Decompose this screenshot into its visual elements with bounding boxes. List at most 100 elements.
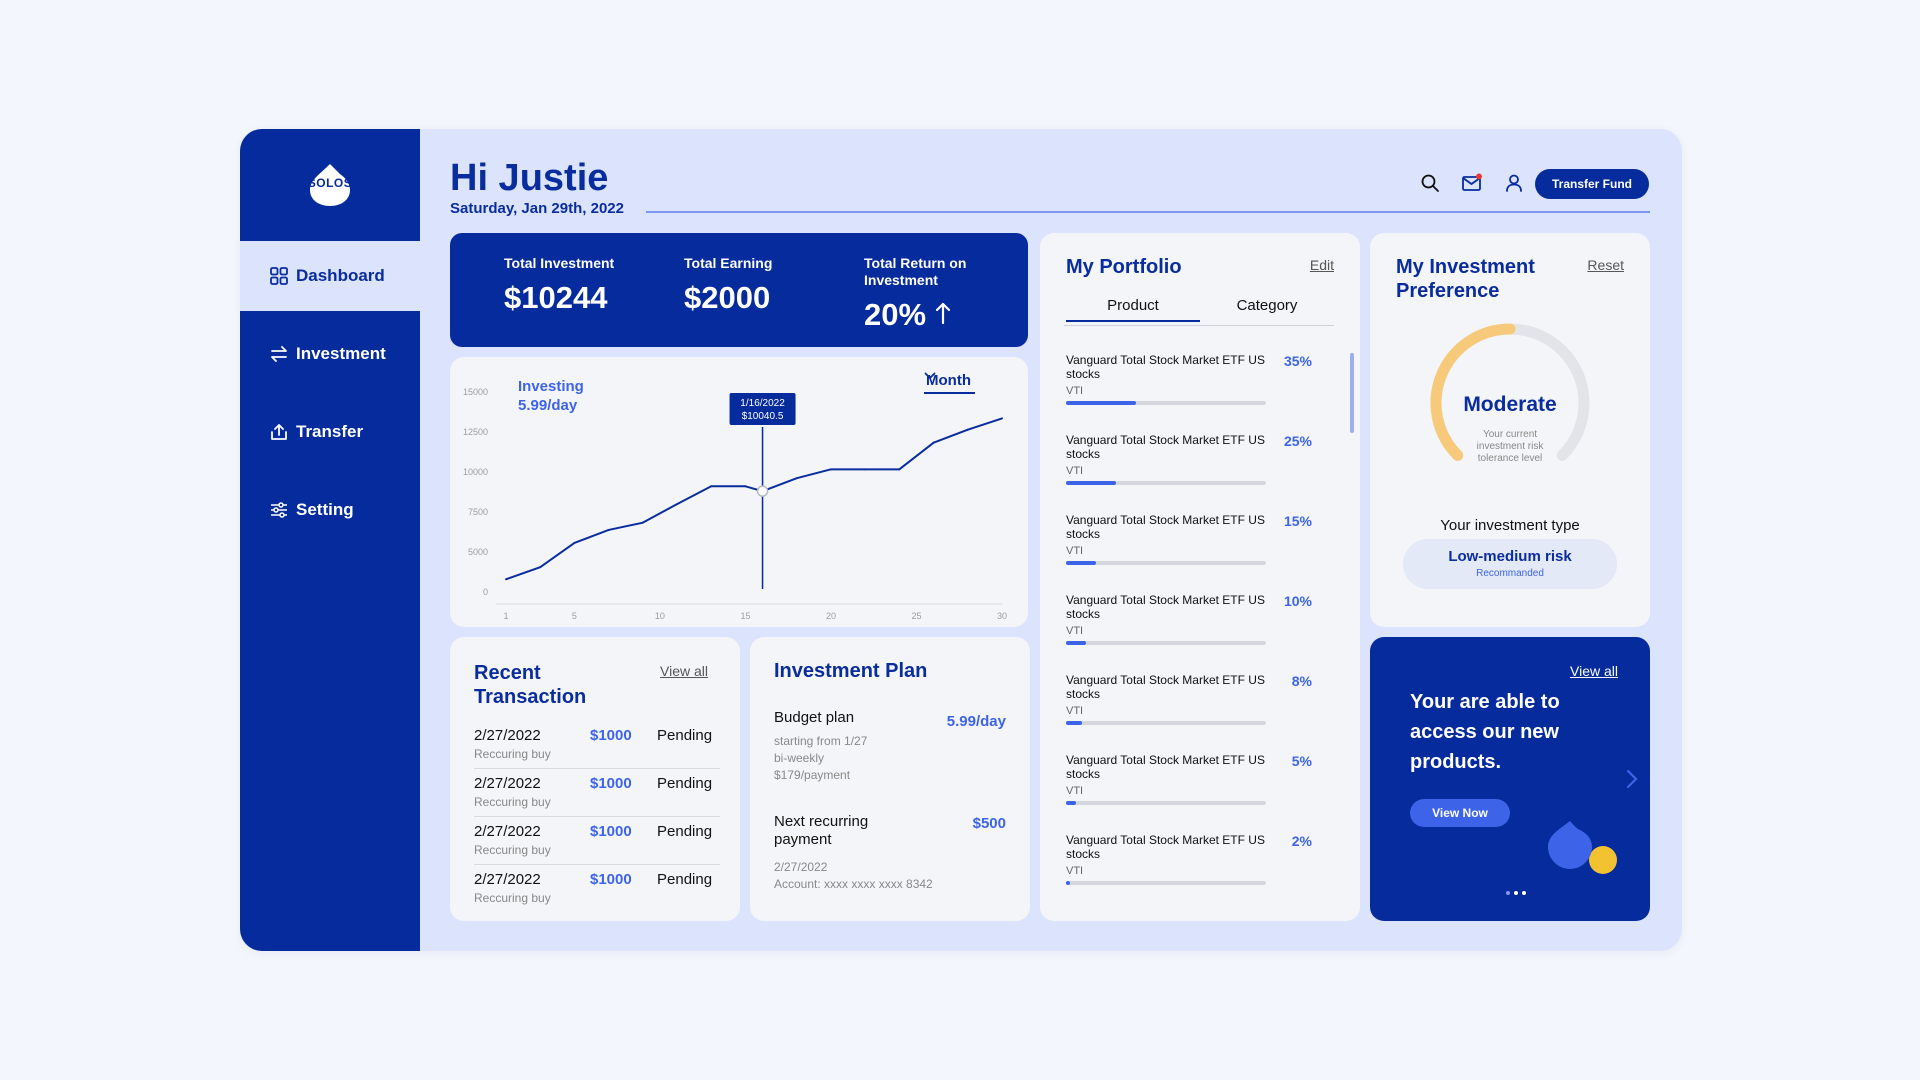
portfolio-item[interactable]: Vanguard Total Stock Market ETF US stock… (1066, 833, 1336, 893)
data-point (795, 477, 798, 480)
investment-plan-card: Investment Plan Budget plan 5.99/day sta… (750, 637, 1030, 921)
swap-arrows-icon (270, 345, 288, 363)
carousel-dots[interactable] (1506, 891, 1526, 895)
sidebar-item-setting[interactable]: Setting (240, 475, 420, 545)
tooltip-value: $10040.5 (742, 411, 784, 422)
tooltip-date: 1/16/2022 (740, 398, 785, 409)
x-tick-label: 20 (826, 611, 836, 621)
portfolio-item-name: Vanguard Total Stock Market ETF US stock… (1066, 513, 1265, 541)
transaction-status: Pending (657, 871, 713, 888)
x-tick-label: 10 (655, 611, 665, 621)
allocation-bar (1066, 881, 1266, 885)
sidebar: SOLOS Dashboard Investment Transfer (240, 129, 420, 951)
investment-type-badge: Low-medium risk Recommanded (1403, 539, 1617, 589)
portfolio-item[interactable]: Vanguard Total Stock Market ETF US stock… (1066, 673, 1336, 733)
series-line (505, 417, 1003, 581)
investment-type-label: Your investment type (1440, 517, 1580, 534)
allocation-bar (1066, 561, 1266, 565)
x-tick-label: 5 (572, 611, 577, 621)
portfolio-item-ticker: VTI (1066, 705, 1084, 717)
data-point (607, 528, 610, 531)
sidebar-item-transfer[interactable]: Transfer (240, 397, 420, 467)
transaction-row[interactable]: 2/27/2022 Reccuring buy $1000 Pending (474, 871, 720, 913)
data-point (539, 566, 542, 569)
investment-preference-card: My Investment Preference Reset Moderate … (1370, 233, 1650, 627)
stat-total-investment: Total Investment $10244 (504, 255, 624, 316)
chevron-right-icon[interactable] (1624, 767, 1640, 791)
x-tick-label: 1 (503, 611, 508, 621)
portfolio-edit-link[interactable]: Edit (1309, 257, 1334, 273)
next-payment-date: 2/27/2022 (774, 860, 828, 874)
portfolio-item-name: Vanguard Total Stock Market ETF US stock… (1066, 673, 1265, 701)
data-point (829, 468, 832, 471)
period-dropdown[interactable]: Month (924, 372, 975, 394)
transfer-fund-button[interactable]: Transfer Fund (1535, 169, 1649, 199)
stat-label: Total Return on Investment (864, 255, 967, 288)
x-tick-label: 30 (997, 611, 1007, 621)
x-tick-label: 15 (740, 611, 750, 621)
mail-icon[interactable] (1460, 171, 1484, 195)
x-tick-label: 25 (911, 611, 921, 621)
gauge-fill (1430, 323, 1516, 461)
tab-category[interactable]: Category (1236, 297, 1298, 314)
portfolio-item[interactable]: Vanguard Total Stock Market ETF US stock… (1066, 753, 1336, 813)
portfolio-item[interactable]: Vanguard Total Stock Market ETF US stock… (1066, 353, 1336, 413)
portfolio-item[interactable]: Vanguard Total Stock Market ETF US stock… (1066, 593, 1336, 653)
y-tick-label: 10000 (463, 467, 488, 477)
period-dropdown-label: Month (926, 372, 971, 389)
portfolio-title: My Portfolio (1066, 256, 1182, 278)
sidebar-item-investment[interactable]: Investment (240, 319, 420, 389)
budget-plan-payment: $179/payment (774, 768, 851, 782)
tab-product[interactable]: Product (1066, 297, 1200, 322)
portfolio-card: My Portfolio Edit Product Category Vangu… (1040, 233, 1360, 921)
logo[interactable]: SOLOS (240, 129, 420, 239)
recent-view-all-link[interactable]: View all (660, 663, 708, 679)
stat-label: Total Investment (504, 255, 615, 271)
allocation-bar (1066, 401, 1266, 405)
transaction-row[interactable]: 2/27/2022 Reccuring buy $1000 Pending (474, 727, 720, 769)
chart-series-label: Investing 5.99/day (518, 377, 584, 415)
sidebar-item-label: Transfer (296, 422, 364, 441)
portfolio-item-name: Vanguard Total Stock Market ETF US stock… (1066, 833, 1265, 861)
preference-reset-link[interactable]: Reset (1587, 257, 1624, 273)
sidebar-nav: Dashboard Investment Transfer Setting (240, 241, 420, 553)
sliders-icon (270, 501, 288, 519)
portfolio-item[interactable]: Vanguard Total Stock Market ETF US stock… (1066, 433, 1336, 493)
preference-title: My Investment Preference (1396, 256, 1535, 302)
transaction-type: Reccuring buy (474, 795, 551, 809)
transaction-amount: $1000 (590, 871, 632, 888)
data-point (744, 485, 747, 488)
portfolio-item-name: Vanguard Total Stock Market ETF US stock… (1066, 753, 1265, 781)
logo-drop-icon (310, 164, 350, 206)
portfolio-item-name: Vanguard Total Stock Market ETF US stock… (1066, 593, 1265, 621)
view-now-button[interactable]: View Now (1410, 799, 1510, 827)
budget-plan-value: 5.99/day (946, 713, 1006, 730)
account-number: Account: xxxx xxxx xxxx 8342 (774, 877, 933, 891)
carousel-dot[interactable] (1522, 891, 1526, 895)
transaction-row[interactable]: 2/27/2022 Reccuring buy $1000 Pending (474, 823, 720, 865)
transaction-date: 2/27/2022 (474, 871, 541, 888)
portfolio-item[interactable]: Vanguard Total Stock Market ETF US stock… (1066, 513, 1336, 573)
promo-message: Your are able to access our new products… (1410, 691, 1560, 773)
carousel-dot[interactable] (1514, 891, 1518, 895)
search-icon[interactable] (1418, 171, 1442, 195)
carousel-dot[interactable] (1506, 891, 1510, 895)
allocation-bar-fill (1066, 401, 1136, 405)
transaction-amount: $1000 (590, 727, 632, 744)
page-title: Hi Justie (450, 157, 609, 199)
user-icon[interactable] (1502, 171, 1526, 195)
portfolio-item-ticker: VTI (1066, 545, 1084, 557)
chart-series-name: Investing (518, 378, 584, 395)
portfolio-item-percent: 15% (1283, 513, 1312, 529)
sidebar-item-dashboard[interactable]: Dashboard (240, 241, 420, 311)
transaction-date: 2/27/2022 (474, 727, 541, 744)
allocation-bar-fill (1066, 721, 1082, 725)
data-point (898, 468, 901, 471)
promo-view-all-link[interactable]: View all (1570, 663, 1618, 679)
transaction-row[interactable]: 2/27/2022 Reccuring buy $1000 Pending (474, 775, 720, 817)
y-tick-label: 0 (483, 587, 488, 597)
transaction-type: Reccuring buy (474, 747, 551, 761)
portfolio-scrollbar[interactable] (1350, 353, 1354, 433)
budget-plan-label: Budget plan (774, 709, 855, 726)
